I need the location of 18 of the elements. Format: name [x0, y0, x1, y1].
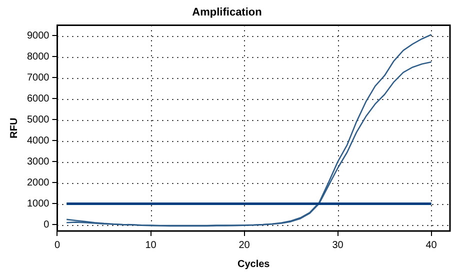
x-tick-label: 30: [332, 240, 344, 251]
y-tick-label: 8000: [26, 51, 50, 62]
y-tick-label: 2000: [26, 177, 50, 188]
x-tick-label: 40: [426, 240, 438, 251]
y-tick-label: 1000: [26, 198, 50, 210]
y-tick-label: 3000: [26, 156, 50, 168]
x-axis-title: Cycles: [238, 258, 270, 270]
y-tick-label: 4000: [26, 135, 50, 146]
y-tick-label: 6000: [26, 93, 50, 104]
chart-title: Amplification: [192, 6, 262, 19]
x-tick-label: 0: [54, 240, 60, 251]
y-tick-label: 5000: [26, 114, 50, 126]
x-tick-label: 20: [238, 240, 250, 251]
y-tick-label: 0: [44, 219, 50, 230]
x-tick-label: 10: [145, 240, 157, 251]
y-tick-label: 7000: [26, 72, 50, 84]
y-axis-title: RFU: [8, 118, 20, 138]
y-tick-label: 9000: [26, 30, 50, 42]
